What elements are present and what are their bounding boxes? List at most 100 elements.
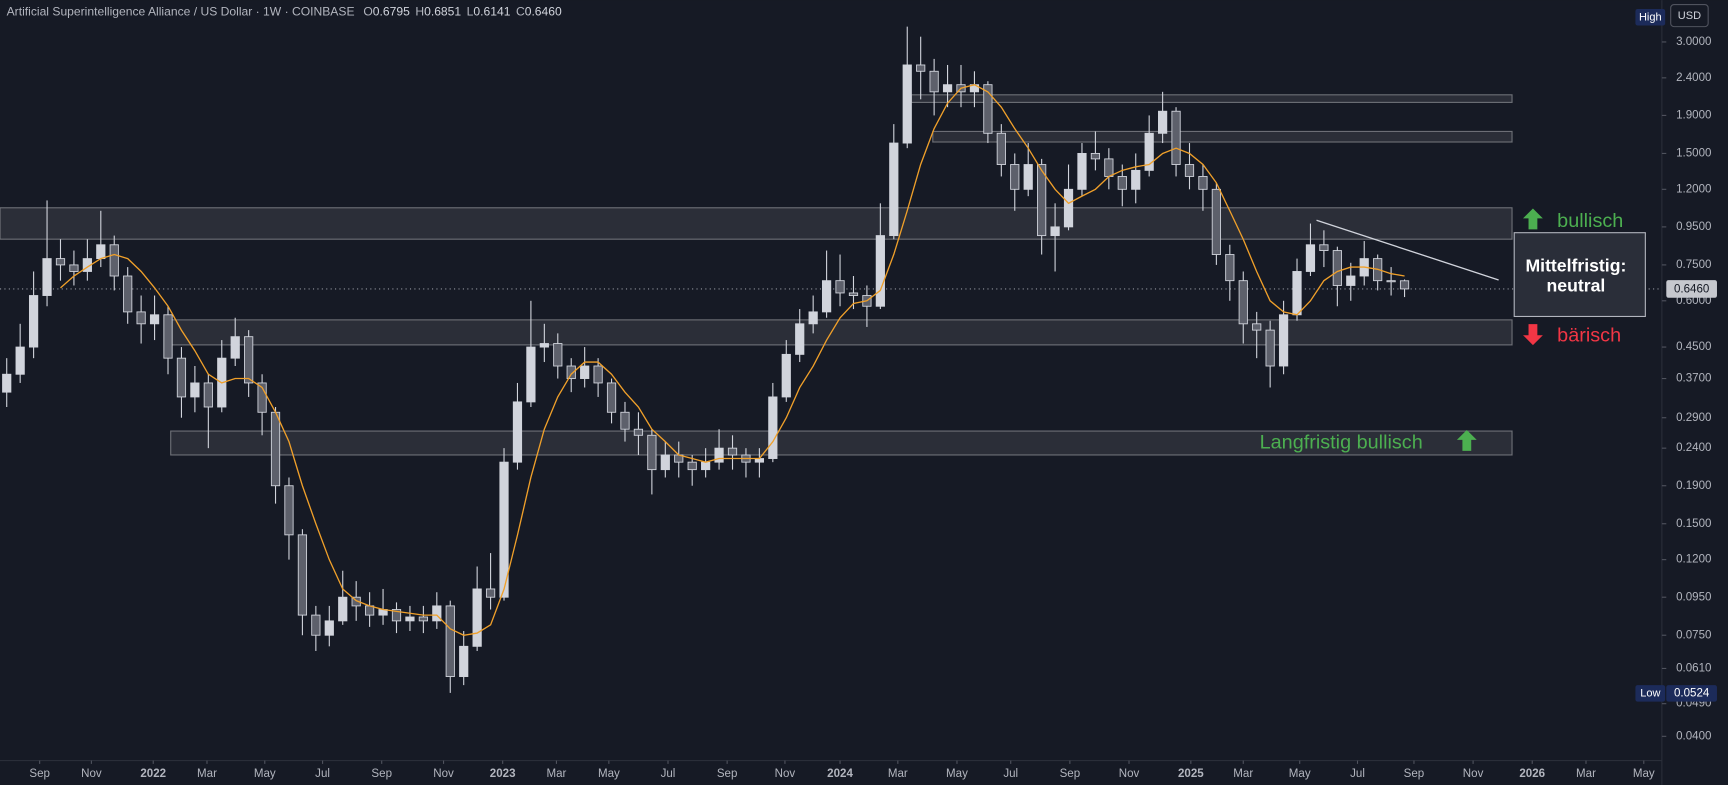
candle-body xyxy=(244,336,254,384)
annotation: neutral xyxy=(1547,275,1606,295)
currency-button[interactable] xyxy=(1670,4,1709,28)
candle-body xyxy=(203,382,213,408)
ohlc-value: 0.6460 xyxy=(525,4,562,18)
candle-body xyxy=(2,373,12,393)
symbol-title: Artificial Superintelligence Alliance / … xyxy=(7,4,355,18)
ohlc-name: C xyxy=(516,4,525,18)
candle-body xyxy=(539,343,549,348)
candle-body xyxy=(647,434,657,471)
candle-body xyxy=(1319,244,1329,251)
x-tick-label: 2024 xyxy=(827,768,853,780)
down-arrow xyxy=(1523,324,1543,346)
ohlc-name: L xyxy=(467,4,474,18)
x-tick-label: Mar xyxy=(197,768,217,780)
y-tick-label: 3.0000 xyxy=(1676,36,1711,48)
candle-body xyxy=(1238,280,1248,325)
candle-body xyxy=(633,428,644,436)
candle-body xyxy=(391,609,402,622)
y-tick-label: 1.2000 xyxy=(1676,183,1711,195)
candle-body xyxy=(512,401,523,463)
candle-body xyxy=(1063,188,1074,228)
candle-body xyxy=(1117,176,1127,190)
candle-body xyxy=(996,132,1006,165)
ohlc-value: 0.6851 xyxy=(424,4,461,18)
x-tick-label: Sep xyxy=(1404,768,1425,780)
candle-body xyxy=(176,357,187,398)
candle-body xyxy=(768,396,778,459)
candle-body xyxy=(983,84,993,134)
x-tick-label: 2023 xyxy=(490,768,516,780)
candle-body xyxy=(795,323,805,355)
x-tick-label: Nov xyxy=(775,768,796,780)
candle-body xyxy=(485,588,496,598)
candle-body xyxy=(163,314,173,359)
candle-body xyxy=(1278,314,1289,367)
candle-body xyxy=(1010,164,1020,190)
x-tick-label: Nov xyxy=(1119,768,1140,780)
y-tick-label: 0.1900 xyxy=(1676,480,1711,492)
y-tick-label: 2.4000 xyxy=(1676,72,1711,84)
zone xyxy=(0,207,1513,240)
candle-body xyxy=(781,353,791,398)
candle-body xyxy=(1305,244,1316,272)
x-tick-label: Sep xyxy=(1060,768,1081,780)
candle-body xyxy=(1077,152,1087,190)
ohlc-name: H xyxy=(415,4,424,18)
currency-label[interactable]: USD xyxy=(1678,10,1701,22)
candle-body xyxy=(606,382,617,413)
zone xyxy=(910,94,1513,103)
candle-body xyxy=(1023,164,1033,190)
y-tick-label: 0.3700 xyxy=(1676,373,1711,385)
candle-body xyxy=(445,605,455,678)
candle-body xyxy=(687,461,697,471)
candle-body xyxy=(916,64,926,72)
candle-body xyxy=(28,295,39,348)
neutral-box xyxy=(1513,232,1646,318)
candle-body xyxy=(714,447,724,463)
x-tick-label: Nov xyxy=(433,768,454,780)
candle-body xyxy=(136,311,146,325)
candle-body xyxy=(499,461,509,598)
x-tick-label: Sep xyxy=(29,768,50,780)
candle-body xyxy=(701,461,711,471)
candle-body xyxy=(418,616,428,622)
candle-body xyxy=(230,336,240,359)
trendline xyxy=(1316,219,1499,281)
candle-body xyxy=(270,411,281,487)
x-tick-label: May xyxy=(1633,768,1655,780)
candle-body xyxy=(1171,110,1181,165)
candle-body xyxy=(1346,275,1356,286)
low-value-tag xyxy=(1666,685,1717,702)
candle-body xyxy=(1050,226,1060,237)
x-tick-label: Mar xyxy=(546,768,566,780)
x-tick-label: Sep xyxy=(717,768,738,780)
last-price-label: 0.6460 xyxy=(1674,284,1709,296)
y-tick-label: 1.9000 xyxy=(1676,109,1711,121)
last-price-tag xyxy=(1666,280,1717,298)
candle-body xyxy=(284,485,294,536)
candle-body xyxy=(432,605,442,622)
candle-body xyxy=(1198,176,1208,190)
x-tick-label: Jul xyxy=(1350,768,1365,780)
candle-body xyxy=(1225,254,1235,282)
candle-body xyxy=(149,314,160,325)
candle-body xyxy=(109,244,119,277)
candle-body xyxy=(727,447,738,456)
y-tick-label: 0.9500 xyxy=(1676,221,1711,233)
moving-average xyxy=(60,83,1405,636)
candle-body xyxy=(1037,164,1047,237)
candle-body xyxy=(566,365,576,379)
candle-body xyxy=(1252,323,1262,331)
candle-body xyxy=(929,70,939,93)
candle-body xyxy=(1399,280,1410,290)
candle-body xyxy=(405,616,415,622)
high-label: High xyxy=(1639,12,1662,24)
candle-body xyxy=(875,235,885,307)
ohlc-value: 0.6795 xyxy=(373,4,410,18)
candle-body xyxy=(338,596,348,622)
candle-body xyxy=(257,382,267,413)
candle-body xyxy=(472,588,482,647)
candle-body xyxy=(553,343,563,367)
zone xyxy=(170,430,1513,456)
